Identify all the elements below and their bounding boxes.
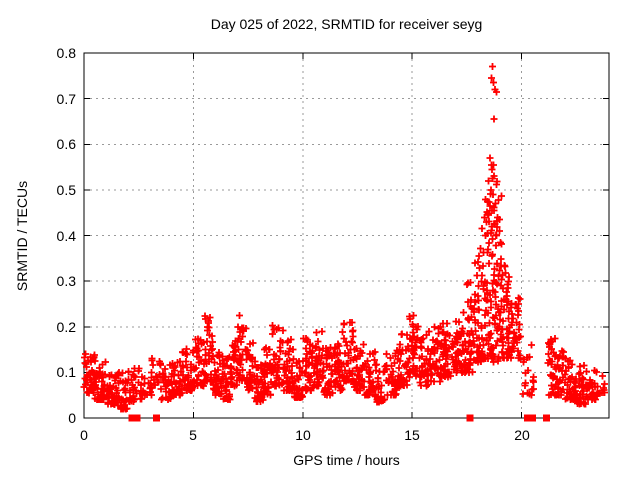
zero-value-square (133, 414, 141, 422)
x-tick-label: 20 (514, 427, 530, 443)
zero-value-markers (128, 414, 550, 422)
zero-value-square (128, 414, 136, 422)
x-tick-label: 5 (189, 427, 197, 443)
y-tick-label: 0.3 (56, 273, 76, 289)
zero-value-square (524, 414, 531, 422)
y-tick-label: 0.1 (56, 364, 76, 380)
y-tick-label: 0.7 (56, 91, 76, 107)
y-tick-label: 0.8 (56, 45, 76, 61)
x-tick-label: 10 (295, 427, 311, 443)
zero-value-square (153, 414, 160, 422)
gridlines (84, 53, 609, 418)
data-point-markers (80, 63, 608, 413)
y-tick-label: 0.5 (56, 182, 76, 198)
zero-value-square (529, 414, 536, 422)
y-tick-label: 0 (68, 410, 76, 426)
tick-marks (83, 52, 609, 419)
chart-title: Day 025 of 2022, SRMTID for receiver sey… (210, 16, 483, 32)
zero-value-square (466, 414, 474, 422)
y-tick-label: 0.2 (56, 319, 76, 335)
y-tick-label: 0.6 (56, 136, 76, 152)
y-tick-label: 0.4 (56, 228, 76, 244)
scatter-points (80, 63, 608, 413)
x-axis-label: GPS time / hours (293, 452, 400, 468)
x-tick-label: 0 (80, 427, 88, 443)
x-tick-label: 15 (404, 427, 420, 443)
zero-value-square (543, 414, 550, 422)
